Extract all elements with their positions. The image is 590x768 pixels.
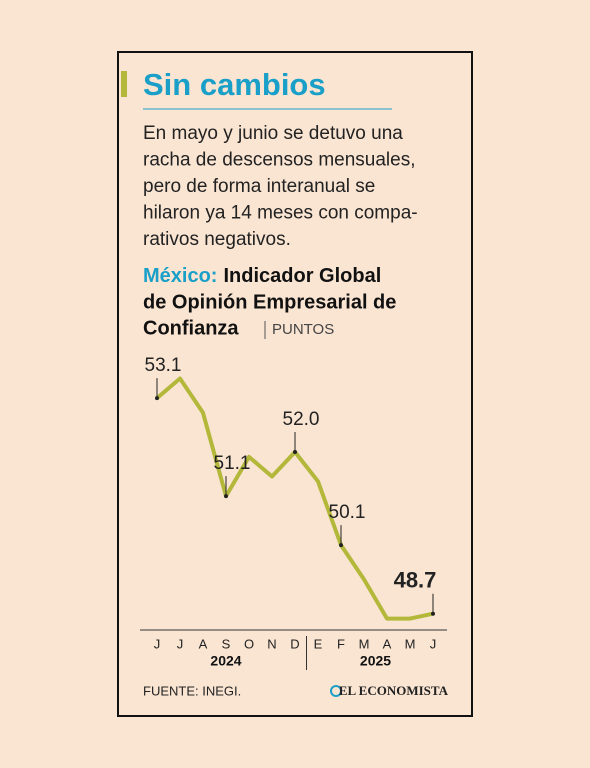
x-tick-label: M: [359, 636, 370, 651]
value-label: 50.1: [329, 502, 366, 523]
description-line: hilaron ya 14 meses con compa-: [143, 203, 418, 224]
value-label: 51.1: [214, 453, 251, 474]
unit-label: PUNTOS: [272, 321, 334, 338]
chart-title-line: Confianza: [143, 317, 239, 339]
logo-icon: [330, 685, 342, 697]
x-tick-label: A: [199, 636, 208, 651]
x-tick-label: A: [383, 636, 392, 651]
chart-title-prefix: México:: [143, 265, 217, 287]
description-line: racha de descensos mensuales,: [143, 150, 416, 171]
value-label: 48.7: [394, 568, 437, 593]
chart-title-line: México: Indicador Global: [143, 265, 381, 287]
x-tick-label: O: [244, 636, 254, 651]
point-marker: [293, 450, 297, 454]
value-label: 52.0: [283, 409, 320, 430]
x-tick-label: J: [430, 636, 437, 651]
x-tick-label: M: [405, 636, 416, 651]
description-line: pero de forma interanual se: [143, 176, 375, 197]
x-tick-label: N: [267, 636, 276, 651]
publisher: EL ECONOMISTA: [339, 683, 449, 698]
x-tick-label: S: [222, 636, 231, 651]
point-marker: [155, 396, 159, 401]
title: Sin cambios: [143, 67, 326, 102]
point-marker: [224, 494, 228, 499]
chart-title-text: Indicador Global: [223, 265, 381, 287]
point-marker: [431, 611, 435, 616]
year-label: 2025: [360, 653, 391, 669]
description-line: En mayo y junio se detuvo una: [143, 123, 403, 144]
x-tick-label: D: [290, 636, 299, 651]
x-tick-label: J: [154, 636, 161, 651]
title-accent: [121, 71, 127, 97]
value-label: 53.1: [145, 355, 182, 376]
chart-title-line: de Opinión Empresarial de: [143, 291, 396, 313]
x-tick-label: J: [177, 636, 184, 651]
x-tick-label: E: [314, 636, 323, 651]
year-label: 2024: [210, 653, 241, 669]
x-tick-label: F: [337, 636, 345, 651]
source: FUENTE: INEGI.: [143, 683, 241, 698]
description-line: rativos negativos.: [143, 229, 291, 250]
frame: [117, 51, 473, 717]
point-marker: [339, 543, 343, 548]
